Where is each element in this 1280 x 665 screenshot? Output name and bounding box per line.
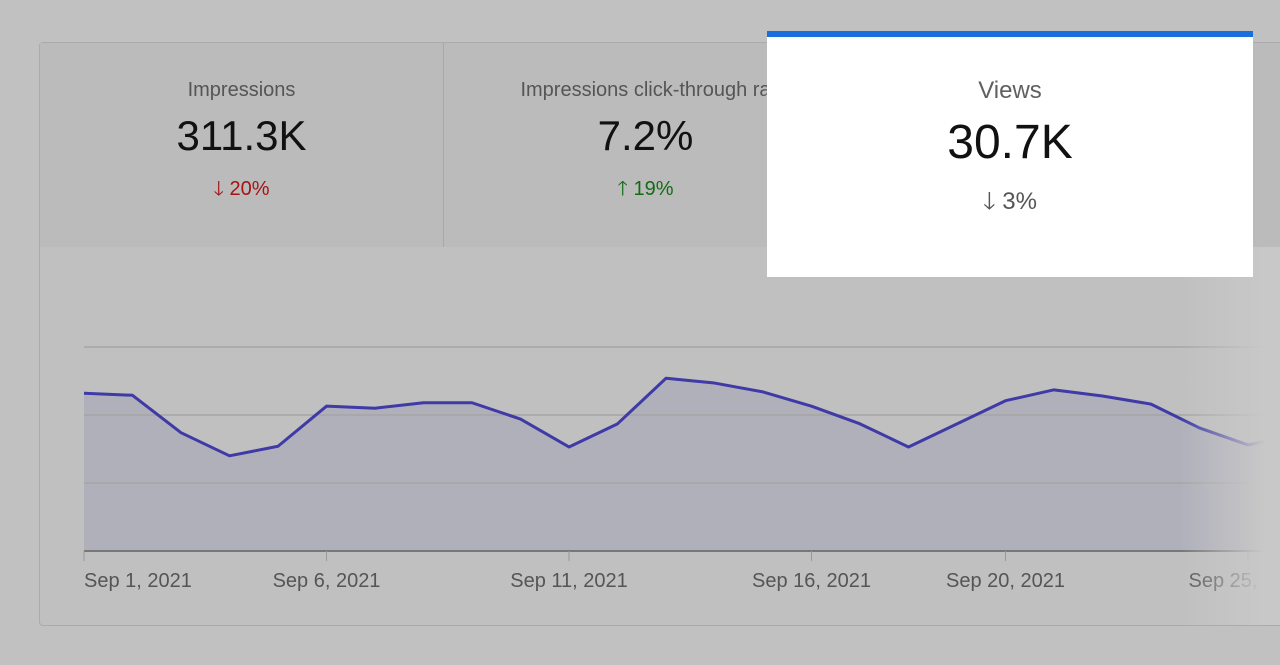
arrow-up-icon: 🡑 (617, 178, 628, 200)
series-line (83, 376, 1280, 458)
arrow-down-icon: 🡓 (983, 188, 996, 215)
area-fill (84, 378, 1280, 551)
metric-delta: 🡑 19% (444, 174, 847, 208)
x-tick-label: Sep 16, 2021 (752, 570, 871, 592)
metric-card-views[interactable]: Views 30.7K 🡓 3% (767, 31, 1253, 277)
x-tick-label: Sep 20, 2021 (946, 570, 1065, 592)
metric-card-impressions[interactable]: Impressions 311.3K 🡓 20% (40, 43, 443, 247)
metric-card-ctr[interactable]: Impressions click-through ra 7.2% 🡑 19% (444, 43, 847, 247)
metric-title: Impressions click-through ra (520, 79, 771, 101)
arrow-down-icon: 🡓 (213, 178, 224, 200)
metric-value: 30.7K (947, 116, 1073, 169)
metric-delta: 🡓 3% (767, 184, 1253, 225)
x-tick-label: Sep 1, 2021 (84, 570, 192, 592)
metric-delta: 🡓 20% (40, 174, 443, 208)
metric-divider (443, 43, 444, 247)
delta-value: 19% (633, 178, 674, 200)
x-tick-label: Sep 6, 2021 (273, 570, 381, 592)
delta-value: 3% (1002, 188, 1037, 215)
metric-value: 7.2% (597, 112, 694, 159)
chart-fade (1180, 247, 1280, 625)
selected-accent-bar (767, 31, 1253, 37)
metric-value: 311.3K (176, 112, 307, 159)
x-tick-label: Sep 11, 2021 (510, 570, 628, 592)
metric-title: Views (978, 77, 1042, 104)
metric-title: Impressions (187, 79, 296, 101)
delta-value: 20% (229, 178, 270, 200)
